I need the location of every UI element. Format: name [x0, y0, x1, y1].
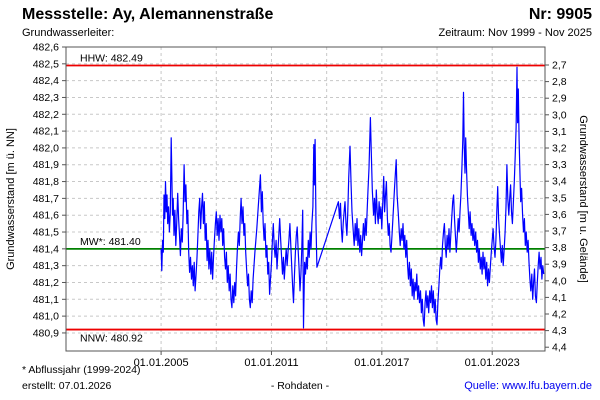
- y-axis-left-tick-label: 481,0: [33, 311, 59, 323]
- y-axis-right-tick-label: 3,8: [552, 242, 567, 254]
- period-label: Zeitraum: Nov 1999 - Nov 2025: [438, 27, 592, 39]
- y-axis-right-tick-label: 4,0: [552, 275, 567, 287]
- y-axis-right-tick-label: 3,4: [552, 176, 567, 188]
- source-link[interactable]: Quelle: www.lfu.bayern.de: [464, 380, 592, 392]
- y-axis-left-tick-label: 481,8: [33, 176, 59, 188]
- y-axis-right-tick-label: 4,2: [552, 309, 567, 321]
- y-axis-right-tick-label: 3,6: [552, 209, 567, 221]
- data-type-label: - Rohdaten -: [270, 380, 330, 392]
- y-axis-left-tick-label: 481,5: [33, 227, 59, 239]
- y-axis-right-tick-label: 3,5: [552, 192, 567, 204]
- y-axis-left-tick-label: 482,5: [33, 58, 59, 70]
- x-axis-tick-label: 01.01.2023: [465, 357, 520, 369]
- x-axis-tick-label: 01.01.2017: [354, 357, 409, 369]
- y-axis-right-tick-label: 3,2: [552, 143, 567, 155]
- y-axis-right-tick-label: 2,7: [552, 60, 567, 72]
- y-axis-left-tick-label: 481,6: [33, 210, 59, 222]
- y-axis-left-tick-label: 482,1: [33, 126, 59, 138]
- y-axis-left-tick-label: 481,3: [33, 260, 59, 272]
- y-axis-right-tick-label: 3,0: [552, 109, 567, 121]
- page-title: Messstelle: Ay, Alemannenstraße: [22, 6, 274, 23]
- y-axis-left-tick-label: 480,9: [33, 327, 59, 339]
- created-date: erstellt: 07.01.2026: [22, 380, 112, 392]
- y-axis-left-title: Grundwasserstand [m ü. NN]: [5, 128, 17, 270]
- y-axis-right-tick-label: 2,8: [552, 76, 567, 88]
- y-axis-left-tick-label: 481,1: [33, 294, 59, 306]
- x-axis-tick-label: 01.01.2005: [134, 357, 189, 369]
- y-axis-right-title: Grundwasserstand [m u. Gelände]: [577, 115, 589, 283]
- y-axis-left-tick-label: 481,2: [33, 277, 59, 289]
- y-axis-right-tick-label: 4,1: [552, 292, 567, 304]
- reference-label-hhw: HHW: 482.49: [80, 53, 143, 65]
- data-series-line: [160, 66, 545, 329]
- y-axis-left-tick-label: 481,4: [33, 243, 59, 255]
- y-axis-left-tick-label: 482,2: [33, 109, 59, 121]
- y-axis-left-tick-label: 481,9: [33, 159, 59, 171]
- y-axis-left-tick-label: 481,7: [33, 193, 59, 205]
- y-axis-left-tick-label: 482,4: [33, 75, 59, 87]
- y-axis-right-tick-label: 3,3: [552, 159, 567, 171]
- plot-frame: [65, 46, 546, 352]
- x-axis-tick-label: 01.01.2011: [244, 357, 298, 369]
- y-axis-right-tick-label: 4,4: [552, 342, 567, 354]
- station-number: Nr: 9905: [528, 6, 592, 23]
- y-axis-right-tick-label: 4,3: [552, 325, 567, 337]
- y-axis-right-tick-label: 3,7: [552, 226, 567, 238]
- y-axis-left-tick-label: 482,6: [33, 42, 59, 54]
- reference-label-nnw: NNW: 480.92: [80, 333, 143, 345]
- reference-label-mw: MW*: 481.40: [80, 236, 141, 248]
- y-axis-right-tick-label: 2,9: [552, 93, 567, 105]
- y-axis-left-tick-label: 482,0: [33, 142, 59, 154]
- y-axis-right-tick-label: 3,9: [552, 259, 567, 271]
- y-axis-left-tick-label: 482,3: [33, 92, 59, 104]
- y-axis-right-tick-label: 3,1: [552, 126, 567, 138]
- footnote-abflussjahr: * Abflussjahr (1999-2024): [22, 364, 141, 376]
- aquifer-label: Grundwasserleiter:: [22, 27, 115, 39]
